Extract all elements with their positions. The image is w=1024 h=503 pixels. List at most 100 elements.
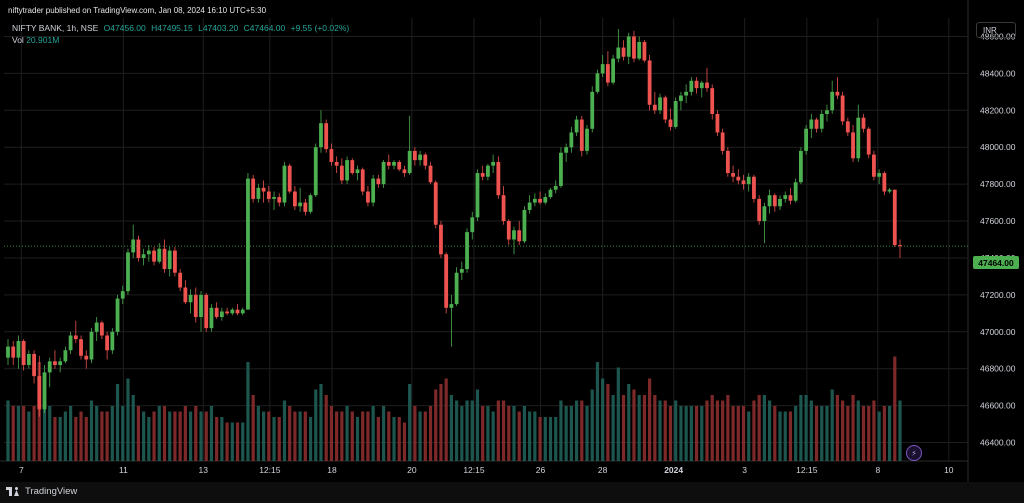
- low-value: L47403.20: [198, 23, 239, 33]
- volume-bar: [585, 406, 589, 461]
- candle-body: [454, 272, 459, 305]
- y-tick-label: 46800.00: [980, 364, 1016, 374]
- volume-bar: [408, 384, 412, 461]
- volume-bar: [595, 362, 600, 461]
- x-tick-label: 28: [598, 465, 608, 475]
- y-tick-label: 48200.00: [980, 105, 1016, 115]
- volume-bar: [731, 406, 735, 461]
- candle-body: [397, 161, 402, 170]
- candle-body: [178, 272, 183, 288]
- lightning-icon[interactable]: ⚡: [906, 445, 922, 461]
- candle-body: [99, 322, 104, 336]
- candle-body: [381, 161, 386, 185]
- candle-body: [339, 165, 344, 181]
- candle-body: [449, 304, 454, 308]
- candle-body: [412, 150, 417, 161]
- volume-bar: [298, 411, 302, 461]
- y-tick-label: 47600.00: [980, 216, 1016, 226]
- candle-body: [694, 80, 699, 89]
- volume-bar: [877, 411, 881, 461]
- currency-button[interactable]: INR: [976, 22, 1016, 38]
- candle-body: [658, 97, 662, 111]
- volume-bar: [491, 411, 495, 461]
- candle-body: [887, 189, 892, 192]
- tradingview-logo[interactable]: TradingView: [6, 486, 77, 497]
- candle-body: [605, 64, 610, 83]
- candle-body: [611, 58, 615, 83]
- candle-body: [475, 173, 480, 218]
- volume-bar: [241, 422, 245, 461]
- x-tick-label: 8: [875, 465, 880, 475]
- candle-body: [725, 150, 730, 174]
- candle-body: [856, 117, 861, 159]
- volume-bar: [162, 406, 167, 461]
- volume-bar: [428, 406, 433, 461]
- candle-body: [188, 294, 193, 303]
- high-value: H47495.15: [151, 23, 193, 33]
- candle-body: [141, 254, 146, 258]
- volume-bar: [470, 400, 474, 461]
- volume-bar: [418, 411, 422, 461]
- candle-body: [230, 309, 235, 314]
- volume-bar: [402, 422, 407, 461]
- volume-bar: [648, 378, 652, 461]
- volume-bar: [637, 395, 641, 461]
- candle-body: [298, 202, 303, 207]
- x-tick-label: 2024: [664, 465, 683, 475]
- volume-bar: [22, 406, 26, 461]
- candle-body: [146, 250, 151, 255]
- candle-body: [32, 353, 36, 377]
- candle-body: [465, 232, 469, 270]
- volume-bar: [277, 417, 281, 461]
- candle-body: [37, 376, 42, 410]
- volume-bar: [788, 411, 793, 461]
- candle-body: [89, 331, 94, 360]
- volume-bar: [684, 406, 688, 461]
- candle-body: [68, 335, 73, 351]
- candle-body: [585, 128, 589, 151]
- volume-bar: [496, 400, 500, 461]
- candle-body: [872, 154, 876, 177]
- volume-bar: [601, 378, 605, 461]
- candle-body: [501, 195, 506, 222]
- candle-body: [647, 60, 652, 105]
- volume-bar: [262, 411, 266, 461]
- candle-body: [444, 254, 449, 308]
- candle-body: [830, 91, 835, 111]
- volume-bar: [846, 406, 850, 461]
- candle-body: [522, 209, 527, 242]
- volume-bar: [715, 400, 720, 461]
- x-tick-label: 3: [742, 465, 747, 475]
- candle-body: [126, 252, 130, 292]
- volume-bar: [42, 384, 47, 461]
- candle-body: [752, 176, 756, 199]
- candle-body: [308, 195, 313, 212]
- candle-body: [548, 189, 553, 198]
- candle-body: [376, 178, 381, 185]
- volume-bar: [434, 389, 438, 461]
- candle-body: [668, 119, 673, 127]
- volume-bar: [559, 400, 563, 461]
- volume-bar: [178, 411, 182, 461]
- candle-body: [115, 298, 120, 332]
- candle-body: [251, 178, 256, 199]
- candle-body: [543, 197, 548, 203]
- candle-body: [277, 197, 282, 203]
- volume-bar: [27, 411, 31, 461]
- candle-body: [272, 197, 276, 199]
- volume-bar: [397, 417, 401, 461]
- candle-body: [162, 248, 167, 270]
- volume-bar: [235, 422, 240, 461]
- candle-body: [705, 82, 709, 89]
- volume-bar: [554, 417, 558, 461]
- candle-body: [715, 113, 720, 133]
- volume-bar: [528, 411, 532, 461]
- candle-body: [167, 250, 172, 270]
- volume-legend: Vol 20.901M: [12, 35, 59, 45]
- candle-body: [386, 161, 391, 166]
- candle-body: [21, 341, 26, 366]
- candle-body: [94, 322, 99, 332]
- candlestick-chart[interactable]: 48600.00 48400.00 48200.00 48000.00 47800.00…: [0, 0, 1024, 482]
- volume-bar: [778, 411, 782, 461]
- candle-body: [433, 182, 438, 225]
